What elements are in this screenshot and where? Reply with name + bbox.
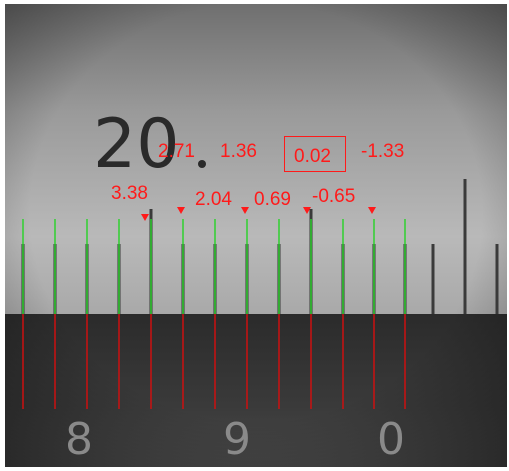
annotation-value: 3.38 [111,183,148,204]
annotation-value: 2.71 [158,141,195,162]
annotation-value: -1.33 [361,141,405,162]
highlighted-value-box: 0.02 [284,136,346,172]
measurement-overlay-lines [22,219,406,409]
scale-numeral-8: 8 [65,414,93,465]
annotation-value: 0.69 [254,189,291,210]
scale-numeral-0: 0 [377,414,405,465]
annotation-value: 0.02 [294,146,331,167]
ruler-photo: 20 8 9 0 2.71 1.36 0.02 -1.33 3.38 2.04 … [5,4,507,467]
arrow-marker-icon [177,207,185,214]
arrow-marker-icon [241,207,249,214]
arrow-marker-icon [141,214,149,221]
arrow-marker-icon [368,207,376,214]
measurement-markers [141,207,376,221]
annotation-value: 1.36 [220,141,257,162]
annotation-value: -0.65 [312,186,356,207]
arrow-marker-icon [303,207,311,214]
scale-numeral-9: 9 [223,414,251,465]
ruler-photo-canvas: 20 8 9 0 [5,4,507,467]
annotation-value: 2.04 [195,189,232,210]
scale-numeral-20: 20 [93,105,180,184]
